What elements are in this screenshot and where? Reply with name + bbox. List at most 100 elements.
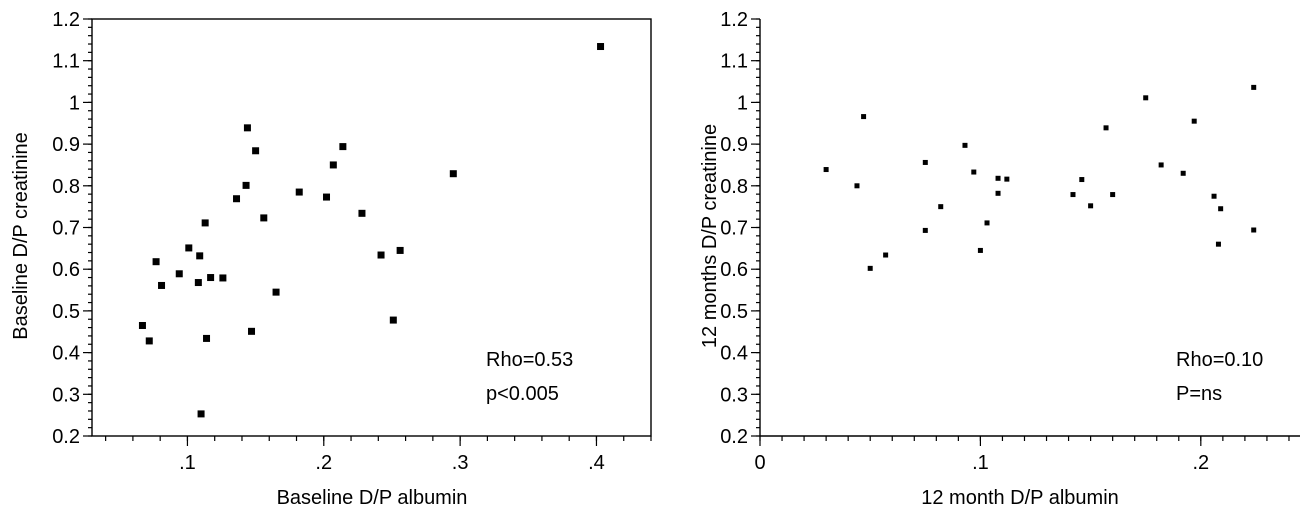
data-point xyxy=(158,281,166,289)
data-point xyxy=(971,169,977,175)
p-value-annotation: p<0.005 xyxy=(486,383,559,405)
y-tick-label: 1 xyxy=(737,92,748,114)
y-tick-label: 0.8 xyxy=(52,176,80,198)
y-axis-title: 12 months D/P creatinine xyxy=(699,124,721,348)
x-axis-title: 12 month D/P albumin xyxy=(921,487,1119,509)
y-tick-label: 0.9 xyxy=(720,134,748,156)
baseline-scatter-panel: Baseline D/P albumin Baseline D/P creati… xyxy=(10,9,652,509)
y-tick-label: 0.4 xyxy=(720,343,748,365)
x-tick-label: .1 xyxy=(179,452,196,474)
data-point xyxy=(922,227,928,233)
data-point xyxy=(145,337,153,345)
y-tick-label: 0.7 xyxy=(52,218,80,240)
data-point xyxy=(977,247,983,253)
y-axis-title: Baseline D/P creatinine xyxy=(10,132,32,340)
data-point xyxy=(861,114,867,120)
rho-annotation: Rho=0.53 xyxy=(486,349,573,371)
y-tick-label: 0.2 xyxy=(52,426,80,448)
y-tick-label: 1.2 xyxy=(52,9,80,31)
data-point xyxy=(377,251,385,259)
data-point xyxy=(295,188,303,196)
x-tick-label: .2 xyxy=(315,452,332,474)
x-tick-label: .1 xyxy=(972,452,989,474)
data-point xyxy=(867,265,873,271)
data-point xyxy=(197,410,205,418)
data-point xyxy=(597,43,605,51)
data-point xyxy=(203,334,211,342)
data-point xyxy=(260,214,268,222)
x-tick-label: .3 xyxy=(452,452,469,474)
y-tick-label: 0.8 xyxy=(720,176,748,198)
data-point xyxy=(1180,170,1186,176)
data-point xyxy=(138,321,146,329)
y-tick-label: 0.3 xyxy=(52,384,80,406)
data-point xyxy=(984,220,990,226)
data-point xyxy=(219,274,227,282)
y-tick-label: 0.3 xyxy=(720,384,748,406)
data-point xyxy=(1251,227,1257,233)
data-point xyxy=(1215,241,1221,247)
data-point xyxy=(1158,162,1164,168)
data-point xyxy=(1110,192,1116,198)
data-point xyxy=(1211,193,1217,199)
data-point xyxy=(272,288,280,296)
data-point xyxy=(233,195,241,203)
data-point xyxy=(243,124,251,132)
data-point xyxy=(329,161,337,169)
data-point xyxy=(823,167,829,173)
data-point xyxy=(449,170,457,178)
x-axis-title: Baseline D/P albumin xyxy=(277,487,468,509)
data-point xyxy=(201,219,209,227)
data-point xyxy=(922,159,928,165)
data-point xyxy=(248,327,256,335)
data-point xyxy=(995,175,1001,181)
data-point xyxy=(185,244,193,252)
data-point xyxy=(995,190,1001,196)
data-point xyxy=(1070,192,1076,198)
y-tick-label: 1 xyxy=(69,92,80,114)
y-tick-label: 0.9 xyxy=(52,134,80,156)
data-point xyxy=(1251,84,1257,90)
y-tick-label: 0.2 xyxy=(720,426,748,448)
data-point xyxy=(207,274,215,282)
data-point xyxy=(1103,125,1109,131)
twelve-month-scatter-panel: 12 month D/P albumin 12 months D/P creat… xyxy=(699,9,1300,509)
data-point xyxy=(854,183,860,189)
rho-annotation: Rho=0.10 xyxy=(1176,349,1263,371)
data-point xyxy=(358,209,366,217)
y-tick-label: 0.5 xyxy=(52,301,80,323)
y-tick-label: 0.6 xyxy=(52,259,80,281)
data-point xyxy=(389,316,397,324)
data-point xyxy=(1088,203,1094,209)
data-point xyxy=(339,143,347,151)
data-point xyxy=(1191,118,1197,124)
y-tick-label: 0.7 xyxy=(720,218,748,240)
data-point xyxy=(175,270,183,278)
y-tick-label: 1.1 xyxy=(720,51,748,73)
data-point xyxy=(883,252,889,258)
x-tick-label: .4 xyxy=(588,452,605,474)
x-tick-label: 0 xyxy=(754,452,765,474)
data-point xyxy=(1004,176,1010,182)
p-value-annotation: P=ns xyxy=(1176,383,1222,405)
plot-frame xyxy=(91,18,652,437)
data-point xyxy=(938,204,944,210)
y-tick-label: 0.5 xyxy=(720,301,748,323)
data-point xyxy=(196,252,204,260)
y-tick-label: 0.4 xyxy=(52,343,80,365)
data-point xyxy=(1079,177,1085,183)
data-point xyxy=(396,246,404,254)
data-point xyxy=(252,147,260,155)
data-point xyxy=(152,258,160,266)
data-point xyxy=(194,279,202,287)
y-tick-label: 1.2 xyxy=(720,9,748,31)
data-point xyxy=(1218,206,1224,212)
data-point xyxy=(242,181,250,189)
x-tick-label: .2 xyxy=(1192,452,1209,474)
y-tick-label: 1.1 xyxy=(52,51,80,73)
data-point xyxy=(1143,95,1149,101)
data-point xyxy=(323,193,331,201)
data-point xyxy=(962,142,968,148)
y-tick-label: 0.6 xyxy=(720,259,748,281)
